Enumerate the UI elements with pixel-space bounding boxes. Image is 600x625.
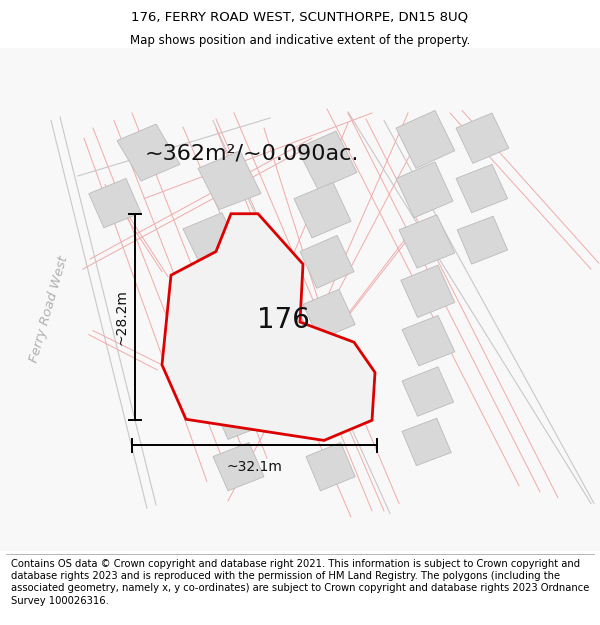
Text: 176: 176 xyxy=(257,306,310,334)
Polygon shape xyxy=(213,442,264,491)
Polygon shape xyxy=(213,391,264,439)
Polygon shape xyxy=(401,265,455,318)
Polygon shape xyxy=(456,164,508,212)
Polygon shape xyxy=(396,111,455,168)
Text: Contains OS data © Crown copyright and database right 2021. This information is : Contains OS data © Crown copyright and d… xyxy=(11,559,589,606)
Polygon shape xyxy=(183,213,240,266)
Polygon shape xyxy=(402,316,455,366)
Text: Map shows position and indicative extent of the property.: Map shows position and indicative extent… xyxy=(130,34,470,48)
Polygon shape xyxy=(117,124,180,181)
Polygon shape xyxy=(189,261,245,314)
Polygon shape xyxy=(294,182,351,238)
Text: ~32.1m: ~32.1m xyxy=(226,459,283,474)
Polygon shape xyxy=(204,309,258,360)
Text: ~362m²/~0.090ac.: ~362m²/~0.090ac. xyxy=(145,143,359,163)
Polygon shape xyxy=(402,367,454,416)
Polygon shape xyxy=(306,391,355,439)
Polygon shape xyxy=(162,214,375,441)
Polygon shape xyxy=(306,442,355,491)
Polygon shape xyxy=(306,339,357,390)
Polygon shape xyxy=(402,418,451,466)
Polygon shape xyxy=(457,216,508,264)
Text: ~28.2m: ~28.2m xyxy=(115,289,129,345)
Polygon shape xyxy=(198,151,261,210)
Polygon shape xyxy=(399,215,455,268)
Polygon shape xyxy=(89,179,141,228)
Polygon shape xyxy=(297,131,357,189)
Polygon shape xyxy=(300,236,354,288)
Polygon shape xyxy=(303,289,355,339)
Text: 176, FERRY ROAD WEST, SCUNTHORPE, DN15 8UQ: 176, FERRY ROAD WEST, SCUNTHORPE, DN15 8… xyxy=(131,11,469,24)
Polygon shape xyxy=(456,113,509,163)
Polygon shape xyxy=(396,162,453,217)
Text: Ferry Road West: Ferry Road West xyxy=(28,254,71,364)
